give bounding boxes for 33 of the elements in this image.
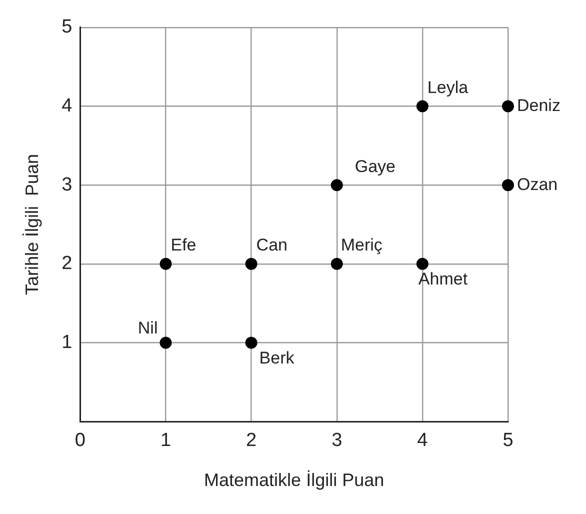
annotation: Gaye [354, 156, 396, 176]
point [502, 100, 514, 112]
annotation: Efe [170, 236, 196, 255]
x-tick-label: 2 [246, 430, 257, 452]
annotation: Berk [259, 348, 295, 368]
annotation: Nil [138, 318, 158, 338]
point [160, 258, 172, 270]
point [502, 179, 514, 192]
annotation: Ozan [517, 174, 558, 194]
point [416, 100, 428, 112]
x-axis-title: Matematikle İlgili Puan [204, 470, 384, 490]
annotation: Meriç [340, 236, 383, 255]
point [160, 336, 172, 349]
x-tick-label: 1 [160, 430, 172, 452]
y-tick-label: 4 [62, 95, 73, 116]
point [330, 179, 343, 192]
point [416, 258, 428, 270]
y-tick-label: 1 [62, 332, 72, 353]
y-tick-label: 2 [62, 253, 72, 274]
x-tick-label: 0 [74, 430, 86, 452]
x-tick-label: 4 [417, 430, 428, 452]
annotation: Deniz [517, 96, 560, 115]
annotation: Leyla [427, 78, 469, 97]
point [245, 336, 258, 349]
point [330, 258, 343, 270]
x-tick-label: 3 [332, 430, 342, 452]
point [245, 258, 258, 270]
annotation: Ahmet [418, 270, 468, 289]
annotation: Can [256, 236, 288, 255]
y-tick-label: 5 [62, 16, 72, 38]
y-axis-title: Tarihle İlgili Puan [22, 154, 42, 296]
y-tick-label: 3 [62, 174, 72, 196]
x-tick-label: 5 [502, 430, 514, 452]
